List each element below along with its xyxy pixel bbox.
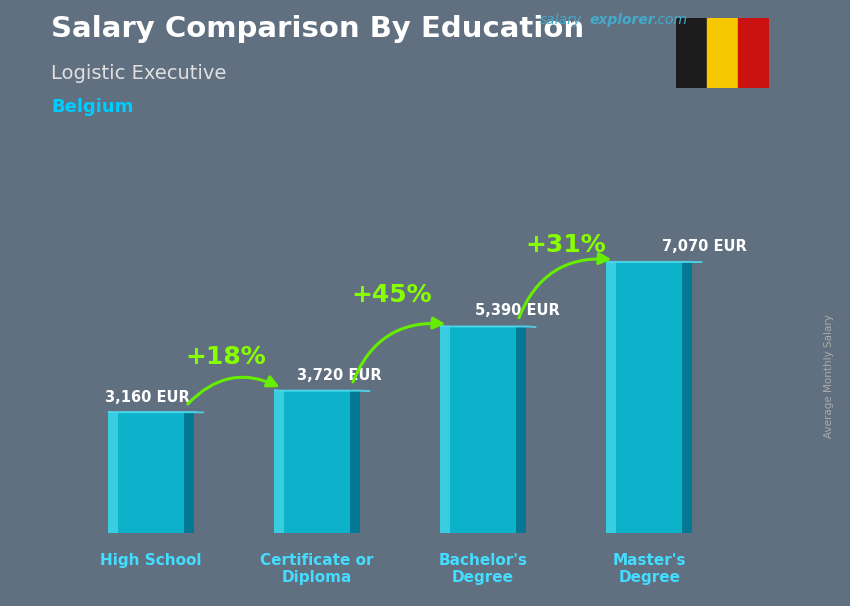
FancyBboxPatch shape: [606, 262, 693, 533]
Polygon shape: [440, 326, 536, 327]
Text: 5,390 EUR: 5,390 EUR: [475, 304, 559, 319]
FancyBboxPatch shape: [516, 326, 526, 533]
FancyBboxPatch shape: [274, 390, 360, 533]
Text: 3,720 EUR: 3,720 EUR: [298, 368, 382, 382]
FancyBboxPatch shape: [682, 262, 693, 533]
Text: +18%: +18%: [185, 344, 266, 368]
Bar: [738, 18, 769, 88]
Text: Average Monthly Salary: Average Monthly Salary: [824, 314, 834, 438]
Polygon shape: [274, 390, 371, 391]
Text: 3,160 EUR: 3,160 EUR: [105, 390, 190, 405]
FancyBboxPatch shape: [108, 412, 118, 533]
FancyBboxPatch shape: [606, 262, 616, 533]
Bar: [676, 18, 707, 88]
Text: Salary Comparison By Education: Salary Comparison By Education: [51, 15, 584, 43]
FancyBboxPatch shape: [274, 390, 284, 533]
Text: Logistic Executive: Logistic Executive: [51, 64, 226, 82]
Bar: [707, 18, 738, 88]
Polygon shape: [108, 412, 204, 413]
Text: explorer: explorer: [589, 13, 654, 27]
FancyBboxPatch shape: [108, 412, 194, 533]
Text: Belgium: Belgium: [51, 98, 133, 116]
FancyBboxPatch shape: [440, 326, 526, 533]
Text: salary: salary: [540, 13, 582, 27]
FancyBboxPatch shape: [350, 390, 360, 533]
Text: +31%: +31%: [526, 233, 607, 257]
FancyBboxPatch shape: [440, 326, 450, 533]
Text: 7,070 EUR: 7,070 EUR: [662, 239, 747, 254]
Text: +45%: +45%: [352, 283, 432, 307]
Text: .com: .com: [653, 13, 687, 27]
FancyBboxPatch shape: [184, 412, 194, 533]
